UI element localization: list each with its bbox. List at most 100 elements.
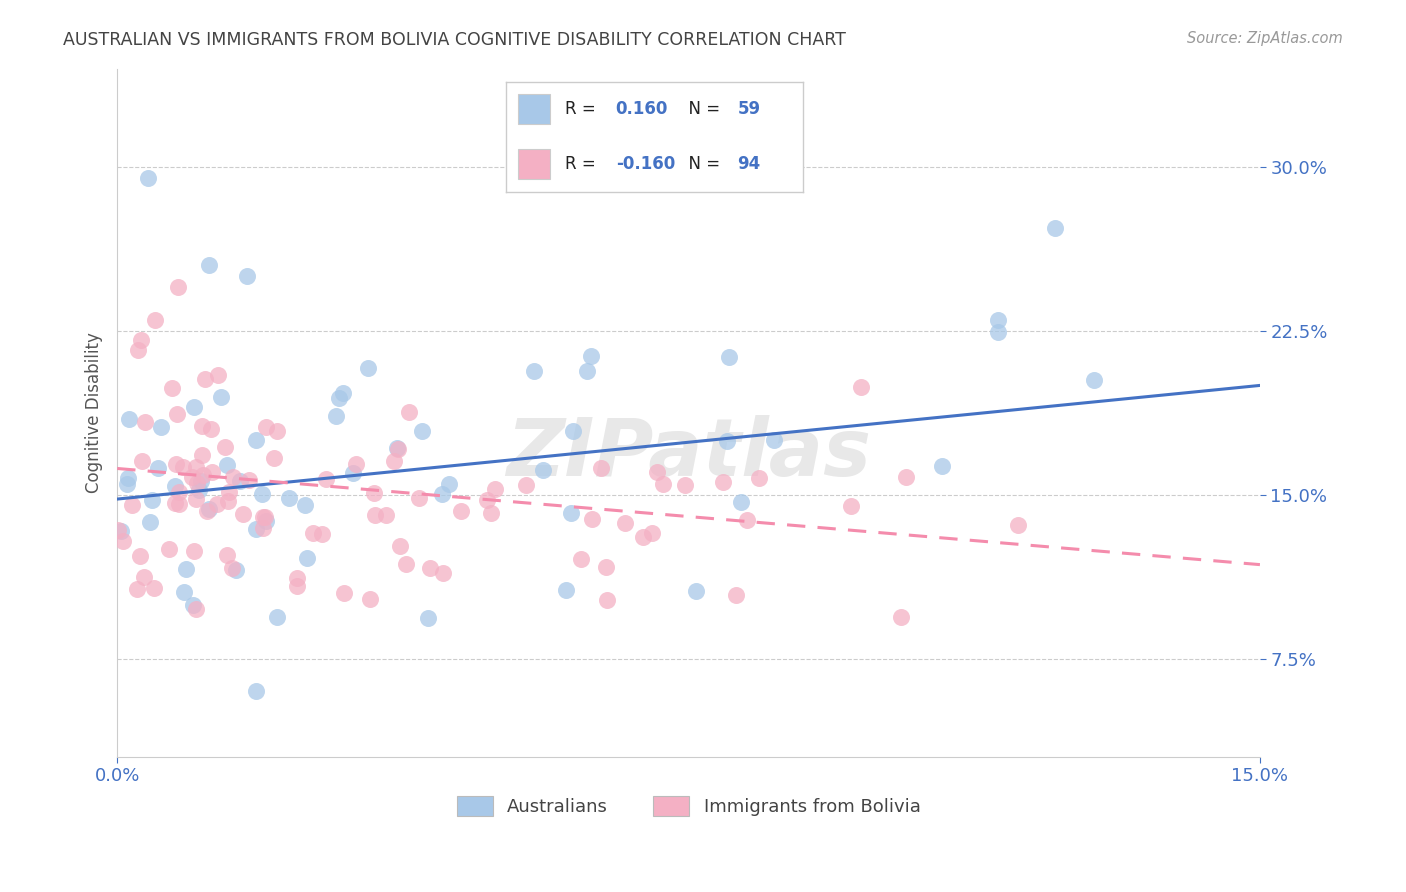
Point bbox=[437, 477, 460, 491]
Text: Source: ZipAtlas.com: Source: ZipAtlas.com bbox=[1187, 31, 1343, 46]
Point bbox=[357, 360, 380, 375]
Point bbox=[266, 424, 288, 438]
Point bbox=[117, 471, 139, 485]
Point bbox=[631, 530, 654, 544]
Point bbox=[311, 527, 333, 541]
Point bbox=[851, 380, 873, 394]
Point bbox=[342, 466, 364, 480]
Point bbox=[1045, 221, 1067, 235]
Point bbox=[560, 506, 582, 520]
Point bbox=[165, 496, 187, 510]
Point bbox=[138, 515, 160, 529]
Point bbox=[254, 420, 277, 434]
Point bbox=[295, 550, 318, 565]
Point bbox=[190, 474, 212, 488]
Point bbox=[127, 343, 149, 357]
Point bbox=[675, 478, 697, 492]
Point bbox=[112, 533, 135, 548]
Point bbox=[685, 583, 707, 598]
Point bbox=[172, 459, 194, 474]
Point bbox=[576, 364, 599, 378]
Point bbox=[718, 350, 741, 364]
Point bbox=[222, 470, 245, 484]
Point bbox=[205, 497, 228, 511]
Point bbox=[523, 364, 546, 378]
Point bbox=[725, 589, 748, 603]
Point bbox=[382, 454, 405, 468]
Point bbox=[716, 434, 738, 448]
Point bbox=[238, 473, 260, 487]
Point bbox=[595, 560, 617, 574]
Point bbox=[190, 448, 212, 462]
Point bbox=[645, 465, 668, 479]
Point bbox=[197, 503, 219, 517]
Point bbox=[890, 609, 912, 624]
Point bbox=[398, 405, 420, 419]
Point bbox=[221, 561, 243, 575]
Point bbox=[285, 571, 308, 585]
Point bbox=[107, 523, 129, 537]
Point bbox=[134, 415, 156, 429]
Point bbox=[596, 593, 619, 607]
Point bbox=[228, 475, 250, 489]
Point bbox=[263, 450, 285, 465]
Point bbox=[167, 280, 190, 294]
Point bbox=[387, 442, 409, 457]
Point bbox=[479, 506, 502, 520]
Point bbox=[748, 471, 770, 485]
Point bbox=[359, 592, 381, 607]
Point bbox=[134, 570, 156, 584]
Point bbox=[218, 485, 240, 500]
Point bbox=[419, 561, 441, 575]
Point bbox=[184, 491, 207, 506]
Point bbox=[191, 467, 214, 482]
Point bbox=[150, 420, 173, 434]
Point bbox=[215, 548, 238, 562]
Point bbox=[374, 508, 396, 522]
Point bbox=[174, 562, 197, 576]
Point bbox=[217, 493, 239, 508]
Point bbox=[165, 478, 187, 492]
Point bbox=[430, 487, 453, 501]
Point bbox=[143, 582, 166, 596]
Point bbox=[1007, 518, 1029, 533]
Point bbox=[555, 582, 578, 597]
Point bbox=[515, 478, 537, 492]
Point bbox=[183, 544, 205, 558]
Point bbox=[344, 457, 367, 471]
Point bbox=[477, 493, 499, 508]
Point bbox=[245, 522, 267, 536]
Point bbox=[166, 407, 188, 421]
Point bbox=[201, 465, 224, 479]
Point bbox=[302, 525, 325, 540]
Point bbox=[167, 497, 190, 511]
Point bbox=[157, 542, 180, 557]
Point bbox=[217, 458, 239, 472]
Point bbox=[209, 390, 232, 404]
Point bbox=[160, 381, 183, 395]
Point bbox=[315, 472, 337, 486]
Point bbox=[235, 269, 257, 284]
Point bbox=[127, 582, 149, 597]
Point bbox=[186, 460, 208, 475]
Point bbox=[232, 507, 254, 521]
Point bbox=[115, 477, 138, 491]
Point bbox=[183, 400, 205, 414]
Point bbox=[416, 611, 439, 625]
Legend: Australians, Immigrants from Bolivia: Australians, Immigrants from Bolivia bbox=[450, 789, 928, 823]
Point bbox=[484, 482, 506, 496]
Point bbox=[562, 424, 585, 438]
Point bbox=[408, 491, 430, 505]
Point bbox=[254, 514, 277, 528]
Point bbox=[325, 409, 347, 423]
Point bbox=[579, 349, 602, 363]
Point bbox=[581, 511, 603, 525]
Point bbox=[328, 391, 350, 405]
Point bbox=[294, 499, 316, 513]
Point bbox=[363, 486, 385, 500]
Point bbox=[136, 170, 159, 185]
Point bbox=[225, 563, 247, 577]
Point bbox=[266, 610, 288, 624]
Point bbox=[194, 372, 217, 386]
Point bbox=[711, 475, 734, 489]
